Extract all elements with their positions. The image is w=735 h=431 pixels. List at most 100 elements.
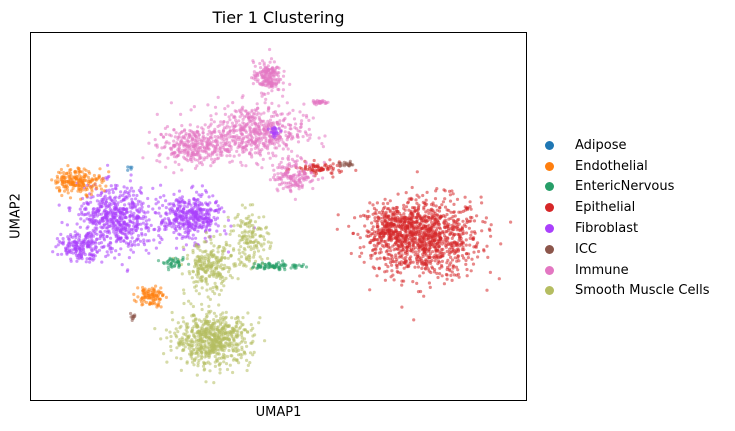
scatter-point (250, 122, 254, 127)
scatter-point (386, 238, 390, 242)
scatter-point (204, 349, 208, 353)
scatter-point (177, 222, 181, 227)
scatter-point (118, 229, 122, 233)
scatter-point (390, 269, 394, 273)
scatter-point (75, 256, 79, 260)
scatter-point (191, 319, 195, 323)
scatter-point (203, 344, 207, 348)
scatter-point (112, 224, 116, 228)
scatter-point (443, 215, 447, 219)
scatter-point (183, 227, 187, 231)
scatter-point (75, 259, 79, 263)
scatter-point (305, 133, 309, 137)
scatter-point (304, 164, 308, 168)
scatter-point (82, 175, 86, 179)
scatter-point (269, 75, 273, 79)
scatter-point (100, 190, 104, 194)
scatter-point (153, 302, 157, 306)
scatter-point (482, 249, 486, 253)
scatter-point (311, 178, 315, 182)
scatter-point (217, 293, 221, 297)
scatter-point (227, 348, 231, 353)
scatter-point (258, 71, 262, 75)
scatter-point (455, 273, 459, 277)
scatter-point (180, 236, 184, 240)
scatter-point (102, 223, 106, 227)
scatter-point (96, 210, 100, 214)
scatter-point (427, 223, 431, 227)
scatter-point (172, 223, 176, 227)
scatter-point (82, 172, 86, 176)
scatter-point (209, 142, 213, 146)
scatter-point (398, 230, 402, 235)
scatter-point (264, 80, 268, 84)
scatter-point (416, 252, 420, 256)
scatter-point (384, 212, 388, 216)
scatter-point (119, 199, 123, 203)
scatter-point (218, 323, 223, 327)
scatter-point (448, 250, 452, 254)
scatter-point (207, 354, 211, 358)
scatter-point (460, 254, 464, 258)
scatter-point (114, 249, 118, 253)
scatter-point (274, 82, 278, 86)
scatter-point (201, 130, 205, 135)
scatter-point (286, 158, 291, 162)
scatter-point (108, 205, 112, 209)
scatter-point (275, 113, 279, 118)
cluster-fibroblast (51, 230, 111, 264)
scatter-point (381, 222, 385, 226)
scatter-point (186, 253, 190, 257)
scatter-point (472, 245, 476, 249)
scatter-point (204, 249, 208, 253)
scatter-point (239, 219, 243, 223)
scatter-point (185, 361, 189, 365)
scatter-point (248, 203, 252, 207)
scatter-point (471, 237, 476, 241)
scatter-point (77, 235, 82, 239)
scatter-point (168, 221, 172, 225)
scatter-point (61, 242, 65, 246)
scatter-point (182, 288, 186, 292)
scatter-point (285, 138, 289, 142)
scatter-point (409, 260, 413, 264)
scatter-point (281, 81, 285, 85)
scatter-point (136, 202, 140, 206)
scatter-point (99, 225, 103, 229)
scatter-point (218, 361, 223, 365)
scatter-point (94, 223, 98, 227)
scatter-point (91, 213, 96, 217)
scatter-point (272, 132, 276, 136)
scatter-point (75, 175, 79, 179)
scatter-point (181, 316, 185, 320)
scatter-point (371, 248, 375, 252)
scatter-point (193, 138, 197, 143)
scatter-point (370, 227, 374, 232)
cluster-fibroblast (266, 125, 283, 140)
scatter-point (107, 170, 111, 174)
scatter-point (118, 206, 123, 211)
scatter-point (121, 193, 125, 197)
scatter-point (221, 345, 225, 349)
scatter-point (258, 255, 262, 259)
scatter-point (442, 221, 446, 225)
scatter-point (234, 335, 238, 339)
scatter-point (174, 224, 178, 229)
scatter-point (298, 125, 302, 130)
scatter-point (241, 250, 245, 254)
scatter-point (202, 139, 206, 143)
scatter-point (420, 216, 424, 220)
scatter-point (210, 157, 214, 161)
scatter-point (362, 260, 366, 264)
scatter-point (201, 263, 205, 267)
scatter-point (398, 249, 402, 253)
scatter-point (169, 134, 173, 138)
scatter-point (405, 259, 409, 263)
scatter-point (451, 210, 456, 214)
scatter-point (108, 224, 112, 228)
scatter-point (225, 154, 229, 158)
scatter-point (87, 170, 91, 174)
scatter-point (141, 302, 145, 306)
scatter-point (244, 164, 248, 168)
scatter-point (422, 235, 426, 239)
